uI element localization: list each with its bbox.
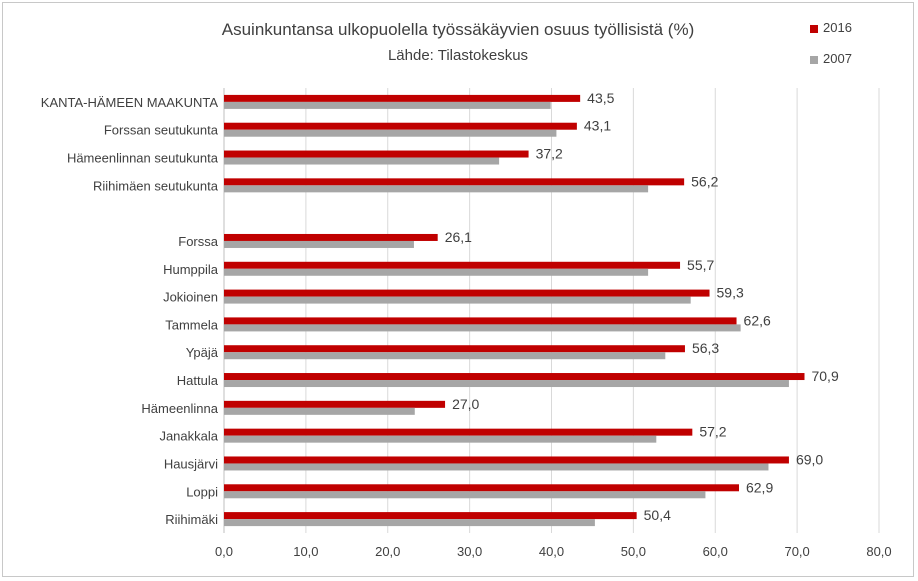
x-tick-label: 50,0	[621, 544, 646, 559]
bar-2007	[224, 240, 414, 248]
category-label: Riihimäen seutukunta	[93, 178, 219, 193]
bar-2016	[224, 317, 737, 325]
category-label: Loppi	[186, 484, 218, 499]
data-label-2016: 50,4	[644, 507, 671, 523]
chart-subtitle: Lähde: Tilastokeskus	[387, 47, 529, 64]
bar-2016	[224, 373, 805, 381]
bar-2016	[224, 345, 685, 353]
bar-2007	[224, 101, 551, 109]
bar-2007	[224, 352, 666, 360]
bar-2016	[224, 122, 577, 130]
bar-2007	[224, 129, 557, 137]
chart-title: Asuinkuntansa ulkopuolella työssäkäyvien…	[221, 20, 695, 39]
bar-2016	[224, 178, 685, 186]
bar-2016	[224, 484, 739, 492]
category-label: Hausjärvi	[164, 456, 218, 471]
legend-swatch-2007	[810, 55, 818, 64]
bar-2016	[224, 456, 789, 464]
bar-2016	[224, 512, 637, 520]
bar-2007	[224, 380, 789, 388]
legend-swatch-2016	[810, 24, 818, 33]
bar-2016	[224, 233, 438, 241]
data-label-2016: 43,1	[584, 118, 611, 134]
bar-2016	[224, 428, 693, 436]
category-label: Hämeenlinna	[141, 401, 218, 416]
category-label: Humppila	[163, 262, 219, 277]
data-label-2016: 70,9	[811, 368, 838, 384]
data-label-2016: 69,0	[796, 451, 823, 467]
category-label: KANTA-HÄMEEN MAAKUNTA	[41, 95, 219, 110]
bar-2007	[224, 435, 657, 443]
data-label-2016: 57,2	[699, 424, 726, 440]
category-label: Forssan seutukunta	[104, 123, 219, 138]
category-label: Hattula	[177, 373, 219, 388]
bar-2016	[224, 289, 710, 297]
data-label-2016: 62,6	[744, 312, 771, 328]
category-label: Janakkala	[159, 429, 218, 444]
category-label: Riihimäki	[165, 512, 218, 527]
bar-2016	[224, 400, 446, 408]
data-label-2016: 56,2	[691, 173, 718, 189]
x-tick-label: 0,0	[215, 544, 233, 559]
x-tick-label: 40,0	[539, 544, 564, 559]
bar-2007	[224, 185, 649, 193]
category-label: Ypäjä	[186, 345, 219, 360]
bar-2007	[224, 296, 691, 304]
bar-2007	[224, 407, 415, 415]
x-tick-label: 80,0	[866, 544, 891, 559]
data-label-2016: 26,1	[445, 229, 472, 245]
category-label: Jokioinen	[163, 290, 218, 305]
category-label: Hämeenlinnan seutukunta	[67, 151, 219, 166]
bar-2016	[224, 150, 529, 158]
bar-2007	[224, 157, 500, 165]
legend-item-2016: 2016	[810, 20, 852, 35]
bar-2007	[224, 268, 649, 276]
legend-label-2016: 2016	[823, 20, 852, 35]
data-label-2016: 27,0	[452, 396, 479, 412]
bar-2007	[224, 463, 769, 471]
legend-label-2007: 2007	[823, 51, 852, 66]
bar-2007	[224, 519, 595, 527]
x-tick-label: 70,0	[784, 544, 809, 559]
category-label: Tammela	[165, 317, 219, 332]
data-label-2016: 59,3	[717, 285, 744, 301]
legend-item-2007: 2007	[810, 51, 852, 66]
bar-2007	[224, 491, 706, 499]
data-label-2016: 56,3	[692, 340, 719, 356]
bar-2007	[224, 324, 741, 332]
data-label-2016: 55,7	[687, 257, 714, 273]
category-label: Forssa	[178, 234, 219, 249]
data-label-2016: 62,9	[746, 479, 773, 495]
x-tick-label: 30,0	[457, 544, 482, 559]
x-tick-label: 10,0	[293, 544, 318, 559]
data-label-2016: 37,2	[536, 146, 563, 162]
x-tick-label: 20,0	[375, 544, 400, 559]
x-tick-label: 60,0	[703, 544, 728, 559]
data-label-2016: 43,5	[587, 90, 614, 106]
bar-2016	[224, 261, 681, 269]
bar-2016	[224, 94, 581, 102]
